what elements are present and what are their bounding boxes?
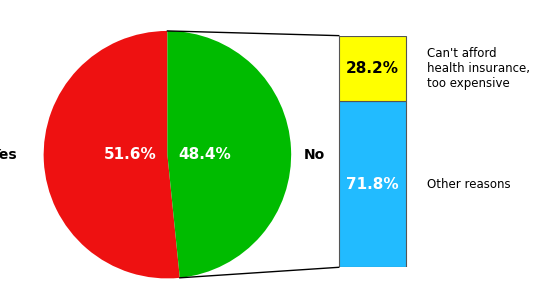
Bar [339,101,406,267]
Wedge shape [167,31,291,278]
Text: Yes: Yes [0,148,16,162]
Text: Can't afford
health insurance,
too expensive: Can't afford health insurance, too expen… [427,47,530,90]
Text: 71.8%: 71.8% [346,177,399,192]
Text: 48.4%: 48.4% [178,147,231,162]
Text: 51.6%: 51.6% [104,147,157,162]
Text: No: No [304,148,325,162]
Wedge shape [44,31,180,278]
Text: 28.2%: 28.2% [346,61,399,76]
Text: Other reasons: Other reasons [427,178,511,191]
Bar [339,36,406,101]
